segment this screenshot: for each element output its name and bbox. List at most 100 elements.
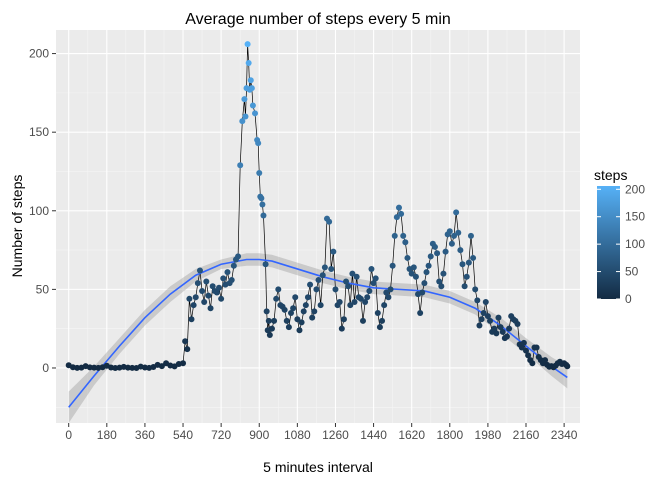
legend-tick-label: 100 (625, 237, 645, 251)
data-point (491, 325, 498, 332)
data-point (205, 292, 212, 299)
data-point (385, 294, 392, 301)
x-tick-label: 1440 (360, 428, 387, 442)
data-point (273, 295, 280, 302)
data-point (255, 140, 262, 147)
data-point (347, 302, 354, 309)
data-point (419, 289, 426, 296)
data-point (268, 325, 275, 332)
data-point (436, 278, 443, 285)
data-point (463, 273, 470, 280)
data-point (216, 284, 223, 291)
data-point (74, 364, 81, 371)
legend-tick-label: 0 (625, 292, 632, 306)
data-point (503, 333, 510, 340)
legend-title: steps (594, 167, 627, 183)
data-point (230, 262, 237, 269)
data-point (237, 162, 244, 169)
data-point (493, 330, 500, 337)
x-tick-label: 1800 (436, 428, 463, 442)
data-point (423, 269, 430, 276)
x-tick-label: 1980 (475, 428, 502, 442)
data-point (262, 261, 269, 268)
data-point (196, 267, 203, 274)
x-tick-label: 0 (65, 428, 72, 442)
data-point (248, 85, 255, 92)
y-tick-label: 150 (29, 125, 49, 139)
x-tick-label: 1620 (398, 428, 425, 442)
data-point (294, 316, 301, 323)
data-point (129, 364, 136, 371)
data-point (374, 309, 381, 316)
plot-panel (56, 30, 580, 423)
data-point (376, 324, 383, 331)
data-point (292, 294, 299, 301)
y-tick-label: 100 (29, 204, 49, 218)
data-point (446, 228, 453, 235)
grid-lines (56, 30, 580, 423)
data-point (506, 325, 513, 332)
data-point (266, 331, 273, 338)
data-point (235, 253, 242, 260)
data-point (349, 270, 356, 277)
data-point (213, 289, 220, 296)
x-tick-label: 180 (97, 428, 117, 442)
data-point (220, 275, 227, 282)
data-point (330, 248, 337, 255)
data-point (408, 270, 415, 277)
chart-title: Average number of steps every 5 min (185, 11, 451, 28)
data-point (514, 320, 521, 327)
x-tick-label: 1260 (322, 428, 349, 442)
data-point (188, 316, 195, 323)
data-point (228, 276, 235, 283)
data-point (467, 232, 474, 239)
y-axis-label: Number of steps (9, 175, 25, 278)
data-point (391, 232, 398, 239)
data-point (381, 302, 388, 309)
data-point (520, 339, 527, 346)
data-point (184, 346, 191, 353)
data-point (393, 214, 400, 221)
data-point (302, 302, 309, 309)
data-point (482, 298, 489, 305)
data-point (343, 278, 350, 285)
legend-tick-label: 150 (625, 210, 645, 224)
data-point (296, 327, 303, 334)
data-point (186, 295, 193, 302)
data-point (281, 306, 288, 313)
data-point (362, 298, 369, 305)
data-point (533, 344, 540, 351)
data-point (298, 319, 305, 326)
data-point (525, 352, 532, 359)
data-point (359, 317, 366, 324)
data-point (353, 273, 360, 280)
data-point (434, 250, 441, 257)
y-tick-label: 50 (36, 282, 50, 296)
data-point (480, 309, 487, 316)
data-point (182, 338, 189, 345)
data-point (326, 218, 333, 225)
data-point (440, 270, 447, 277)
x-tick-label: 1080 (284, 428, 311, 442)
data-point (455, 229, 462, 236)
data-point (244, 41, 251, 48)
data-point (241, 96, 248, 103)
data-point (158, 363, 165, 370)
data-point (239, 118, 246, 125)
data-point (417, 309, 424, 316)
data-point (304, 294, 311, 301)
data-point (461, 283, 468, 290)
data-point (372, 275, 379, 282)
legend-colorbar (597, 186, 620, 299)
data-point (438, 283, 445, 290)
data-points (65, 41, 571, 371)
data-point (275, 286, 282, 293)
data-point (523, 347, 530, 354)
data-point (404, 254, 411, 261)
data-point (192, 294, 199, 301)
data-point (465, 259, 472, 266)
data-point (451, 232, 458, 239)
y-tick-label: 200 (29, 47, 49, 61)
data-point (300, 308, 307, 315)
data-point (518, 344, 525, 351)
